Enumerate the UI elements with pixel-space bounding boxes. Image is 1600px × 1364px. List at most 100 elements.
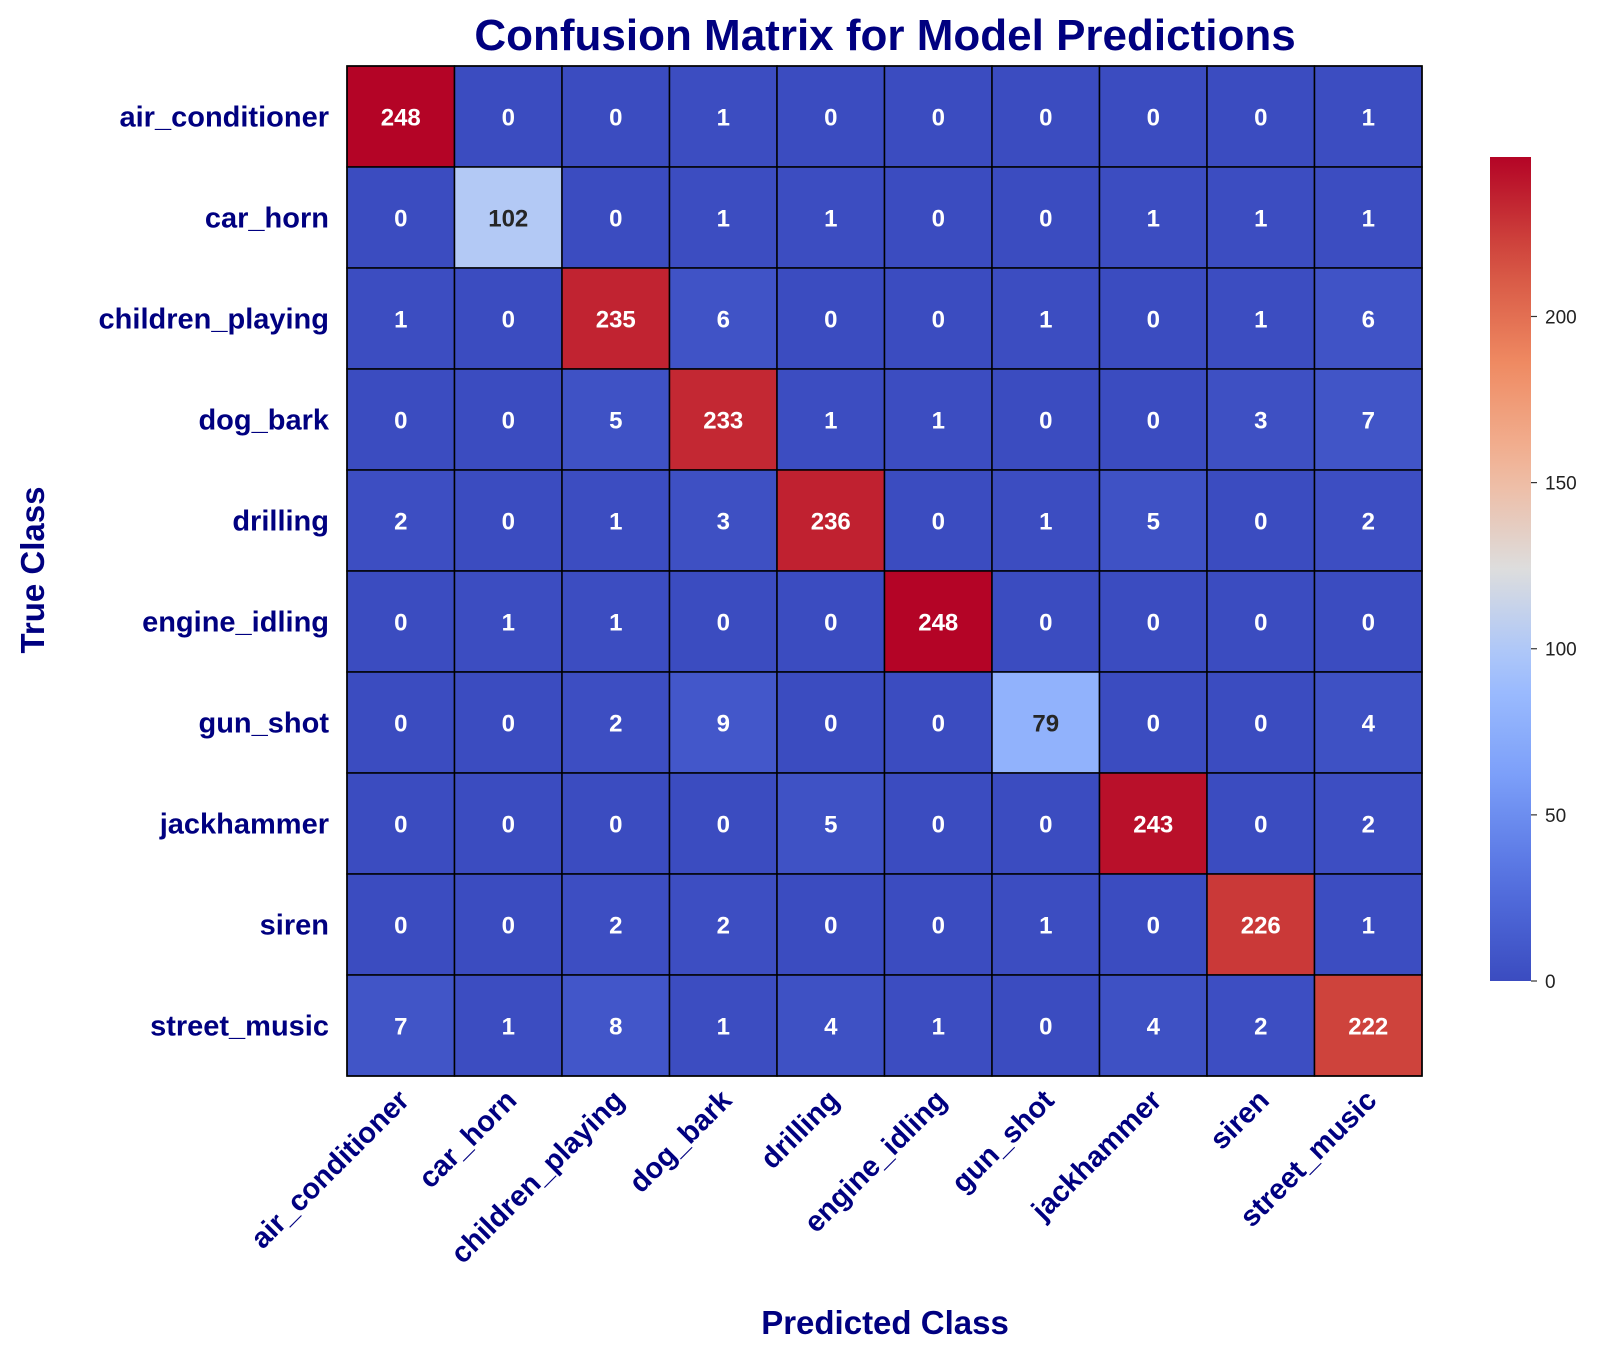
cell-value-label: 8: [609, 1014, 622, 1041]
cell-value-label: 1: [1362, 913, 1375, 940]
heatmap-cell: [776, 873, 886, 976]
heatmap-cell: [1206, 469, 1316, 572]
y-tick-label: siren: [260, 910, 329, 942]
cell-value-label: 1: [1254, 307, 1267, 334]
cell-value-label: 0: [1039, 610, 1052, 637]
heatmap-cell: [453, 772, 563, 875]
colorbar-tick-label: 150: [1545, 474, 1577, 495]
cell-value-label: 0: [609, 105, 622, 132]
heatmap-cell: [1098, 772, 1208, 875]
heatmap-cell: [1313, 166, 1423, 269]
cell-value-label: 2: [717, 913, 730, 940]
cell-value-label: 1: [932, 1014, 945, 1041]
heatmap-cell: [561, 772, 671, 875]
cell-value-label: 79: [1032, 711, 1059, 738]
heatmap-cell: [1206, 873, 1316, 976]
heatmap-cell: [776, 267, 886, 370]
cell-value-label: 3: [1254, 408, 1267, 435]
cell-value-label: 0: [1147, 105, 1160, 132]
heatmap-cell: [453, 65, 563, 168]
cell-value-label: 0: [502, 307, 515, 334]
colorbar-tick-label: 100: [1545, 640, 1577, 661]
cell-value-label: 0: [1147, 307, 1160, 334]
heatmap-cell: [991, 166, 1101, 269]
heatmap-cell: [1098, 267, 1208, 370]
heatmap-cell: [1313, 368, 1423, 471]
cell-value-label: 1: [717, 105, 730, 132]
cell-value-label: 1: [1254, 206, 1267, 233]
heatmap-cell: [1313, 65, 1423, 168]
cell-value-label: 0: [824, 610, 837, 637]
cell-value-label: 226: [1241, 913, 1281, 940]
cell-value-label: 0: [1039, 812, 1052, 839]
cell-value-label: 235: [596, 307, 636, 334]
heatmap-cell: [453, 974, 563, 1077]
heatmap-cell: [1206, 267, 1316, 370]
heatmap-cell: [1206, 166, 1316, 269]
colorbar-gradient: [1490, 157, 1531, 981]
heatmap-cell: [668, 772, 778, 875]
cell-value-label: 4: [1362, 711, 1376, 738]
cell-value-label: 0: [1254, 711, 1267, 738]
cell-value-label: 5: [824, 812, 837, 839]
cell-value-label: 4: [824, 1014, 838, 1041]
x-tick-label: siren: [1204, 1084, 1276, 1156]
cell-value-label: 7: [1362, 408, 1375, 435]
heatmap-cell: [883, 65, 993, 168]
heatmap-cell: [453, 469, 563, 572]
cell-value-label: 2: [1254, 1014, 1267, 1041]
y-tick-label: car_horn: [205, 203, 329, 235]
y-tick-label: children_playing: [99, 304, 329, 336]
heatmap-cells: 248 0 0 1 0 0 0 0 0 10 102 0 1 1 0 0 1 1 11 0 235 6 0 0 1 0 1 60 0 5 2…: [346, 65, 1423, 1077]
x-axis-label: Predicted Class: [761, 1304, 1009, 1341]
heatmap-cell: [1206, 772, 1316, 875]
heatmap-cell: [346, 267, 456, 370]
cell-value-label: 0: [1147, 913, 1160, 940]
heatmap-cell: [1098, 65, 1208, 168]
cell-value-label: 0: [502, 812, 515, 839]
heatmap-cell: [1098, 368, 1208, 471]
cell-value-label: 0: [824, 105, 837, 132]
y-tick-label: street_music: [150, 1011, 329, 1043]
heatmap-cell: [991, 671, 1101, 774]
cell-value-label: 0: [824, 307, 837, 334]
cell-value-label: 0: [717, 812, 730, 839]
cell-value-label: 0: [932, 509, 945, 536]
heatmap-cell: [991, 469, 1101, 572]
x-tick-label: air_conditioner: [245, 1084, 416, 1255]
cell-value-label: 0: [1254, 610, 1267, 637]
heatmap-cell: [991, 368, 1101, 471]
cell-value-label: 0: [609, 206, 622, 233]
heatmap-cell: [453, 873, 563, 976]
heatmap-cell: [883, 772, 993, 875]
heatmap-cell: [1313, 469, 1423, 572]
heatmap-cell: [668, 974, 778, 1077]
y-tick-labels: air_conditioner car_horn children_playingd…: [99, 102, 330, 1043]
cell-value-label: 2: [1362, 509, 1375, 536]
heatmap-cell: [883, 166, 993, 269]
y-tick-label: drilling: [232, 506, 329, 538]
cell-value-label: 0: [1039, 206, 1052, 233]
cell-value-label: 0: [609, 812, 622, 839]
cell-value-label: 1: [502, 1014, 515, 1041]
cell-value-label: 0: [932, 105, 945, 132]
cell-value-label: 0: [394, 812, 407, 839]
heatmap-cell: [1206, 368, 1316, 471]
cell-value-label: 1: [1039, 509, 1052, 536]
cell-value-label: 0: [1362, 610, 1375, 637]
y-tick-label: air_conditioner: [120, 102, 330, 134]
cell-value-label: 3: [717, 509, 730, 536]
cell-value-label: 0: [717, 610, 730, 637]
cell-value-label: 0: [932, 913, 945, 940]
heatmap-cell: [883, 368, 993, 471]
heatmap-cell: [1313, 671, 1423, 774]
cell-value-label: 1: [502, 610, 515, 637]
cell-value-label: 1: [1039, 307, 1052, 334]
cell-value-label: 1: [394, 307, 407, 334]
cell-value-label: 0: [1147, 408, 1160, 435]
cell-value-label: 0: [1147, 711, 1160, 738]
cell-value-label: 0: [1039, 408, 1052, 435]
heatmap-cell: [1206, 570, 1316, 673]
